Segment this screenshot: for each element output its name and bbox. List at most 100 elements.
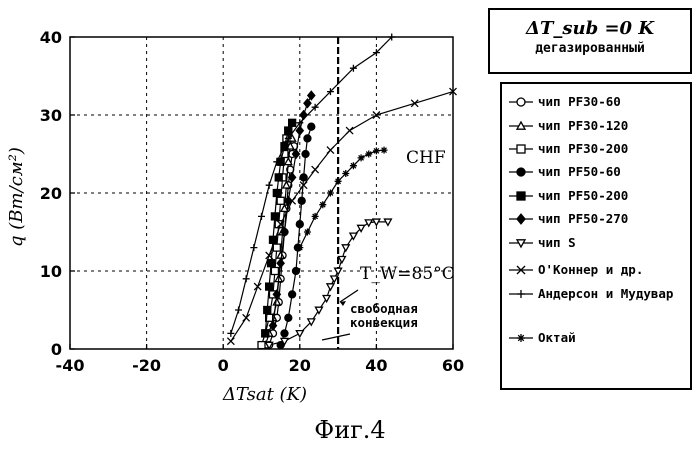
legend-header: ΔT_sub =0 K дегазированный — [488, 8, 692, 74]
data-point — [250, 244, 257, 251]
y-tick-label: 0 — [51, 340, 62, 359]
legend-marker — [508, 95, 534, 109]
legend-label: O'Коннер и др. — [538, 262, 643, 277]
data-point — [312, 213, 319, 220]
x-tick-label: 60 — [442, 356, 464, 375]
data-point — [312, 166, 319, 173]
legend-item: Октай — [508, 330, 576, 345]
legend-marker — [508, 189, 534, 203]
data-point — [350, 233, 357, 239]
legend-label: чип S — [538, 235, 576, 250]
x-axis-label: ΔTsat (K) — [222, 384, 307, 405]
data-point — [304, 229, 311, 236]
x-tick-label: 20 — [289, 356, 311, 375]
data-point — [381, 147, 388, 154]
data-point — [315, 307, 322, 313]
data-point — [304, 135, 311, 142]
x-tick-label: 40 — [365, 356, 387, 375]
data-point — [323, 296, 330, 302]
y-tick-label: 40 — [40, 28, 62, 47]
series-9 — [227, 34, 395, 337]
data-point — [373, 219, 380, 225]
y-tick-label: 20 — [40, 184, 62, 203]
legend-label: Октай — [538, 330, 576, 345]
data-point — [264, 307, 271, 314]
data-point — [327, 190, 334, 197]
data-point — [289, 119, 296, 126]
data-point — [308, 123, 315, 130]
data-point — [331, 276, 338, 282]
data-point — [243, 275, 250, 282]
legend-marker — [508, 263, 534, 277]
data-point — [338, 257, 345, 263]
y-axis-label: q (Вт/см²) — [6, 147, 27, 247]
legend-marker — [508, 287, 534, 301]
data-point — [271, 213, 278, 220]
data-point — [227, 338, 234, 345]
data-point — [296, 221, 303, 228]
legend-item: чип PF50-270 — [508, 211, 628, 226]
data-point — [300, 174, 307, 181]
legend-item: O'Коннер и др. — [508, 262, 643, 277]
legend-entries: чип PF30-60 чип PF30-120 чип PF30-200 чип P… — [500, 82, 692, 390]
legend-subtitle: дегазированный — [490, 41, 690, 56]
data-point — [296, 331, 303, 337]
legend-marker — [508, 142, 534, 156]
data-point — [296, 126, 303, 134]
data-point — [227, 330, 234, 337]
data-point — [273, 244, 280, 251]
legend-item: чип PF30-60 — [508, 94, 621, 109]
data-point — [254, 283, 261, 290]
chf-label: CHF — [406, 148, 446, 168]
legend-marker — [508, 331, 534, 345]
convection-pointer — [322, 334, 350, 340]
legend: ΔT_sub =0 K дегазированный чип PF30-60 чи… — [488, 8, 694, 384]
data-point — [365, 220, 372, 226]
data-point — [335, 268, 342, 274]
data-point — [365, 151, 372, 158]
legend-marker — [508, 236, 534, 250]
data-point — [235, 307, 242, 314]
data-point — [285, 127, 292, 134]
series-10 — [296, 147, 387, 252]
legend-label: Андерсон и Мудувар — [538, 286, 673, 301]
boiling-curve-chart: -40-200204060010203040 ΔTsat (K) q (Вт/с… — [0, 0, 480, 412]
data-point — [327, 284, 334, 290]
data-point — [298, 197, 305, 204]
data-point — [277, 259, 284, 267]
legend-item: чип PF30-120 — [508, 118, 628, 133]
data-point — [268, 260, 275, 267]
data-point — [327, 147, 334, 154]
legend-item: чип PF50-200 — [508, 188, 628, 203]
legend-marker — [508, 119, 534, 133]
tw-label: T_W=85°C — [360, 264, 455, 284]
data-point — [275, 174, 282, 181]
data-point — [302, 151, 309, 158]
data-point — [258, 213, 265, 220]
data-point — [384, 219, 391, 225]
x-tick-label: -20 — [132, 356, 161, 375]
legend-item: чип PF50-60 — [508, 164, 621, 179]
legend-label: чип PF30-60 — [538, 94, 621, 109]
data-point — [373, 147, 380, 154]
data-point — [262, 330, 269, 337]
data-point — [243, 314, 250, 321]
x-tick-label: 0 — [218, 356, 229, 375]
legend-label: чип PF50-60 — [538, 164, 621, 179]
data-point — [308, 91, 315, 99]
free-convection-label: свободнаяконвекция — [350, 301, 418, 330]
data-point — [281, 330, 288, 337]
series-line — [300, 150, 384, 248]
data-point — [277, 197, 284, 204]
data-point — [266, 182, 273, 189]
y-tick-label: 10 — [40, 262, 62, 281]
data-point — [342, 245, 349, 251]
figure-caption: Фиг.4 — [0, 416, 700, 444]
legend-marker — [508, 165, 534, 179]
data-point — [285, 158, 292, 164]
data-point — [300, 111, 307, 119]
data-point — [289, 291, 296, 298]
data-point — [285, 314, 292, 321]
legend-label: чип PF30-200 — [538, 141, 628, 156]
legend-label: чип PF50-200 — [538, 188, 628, 203]
